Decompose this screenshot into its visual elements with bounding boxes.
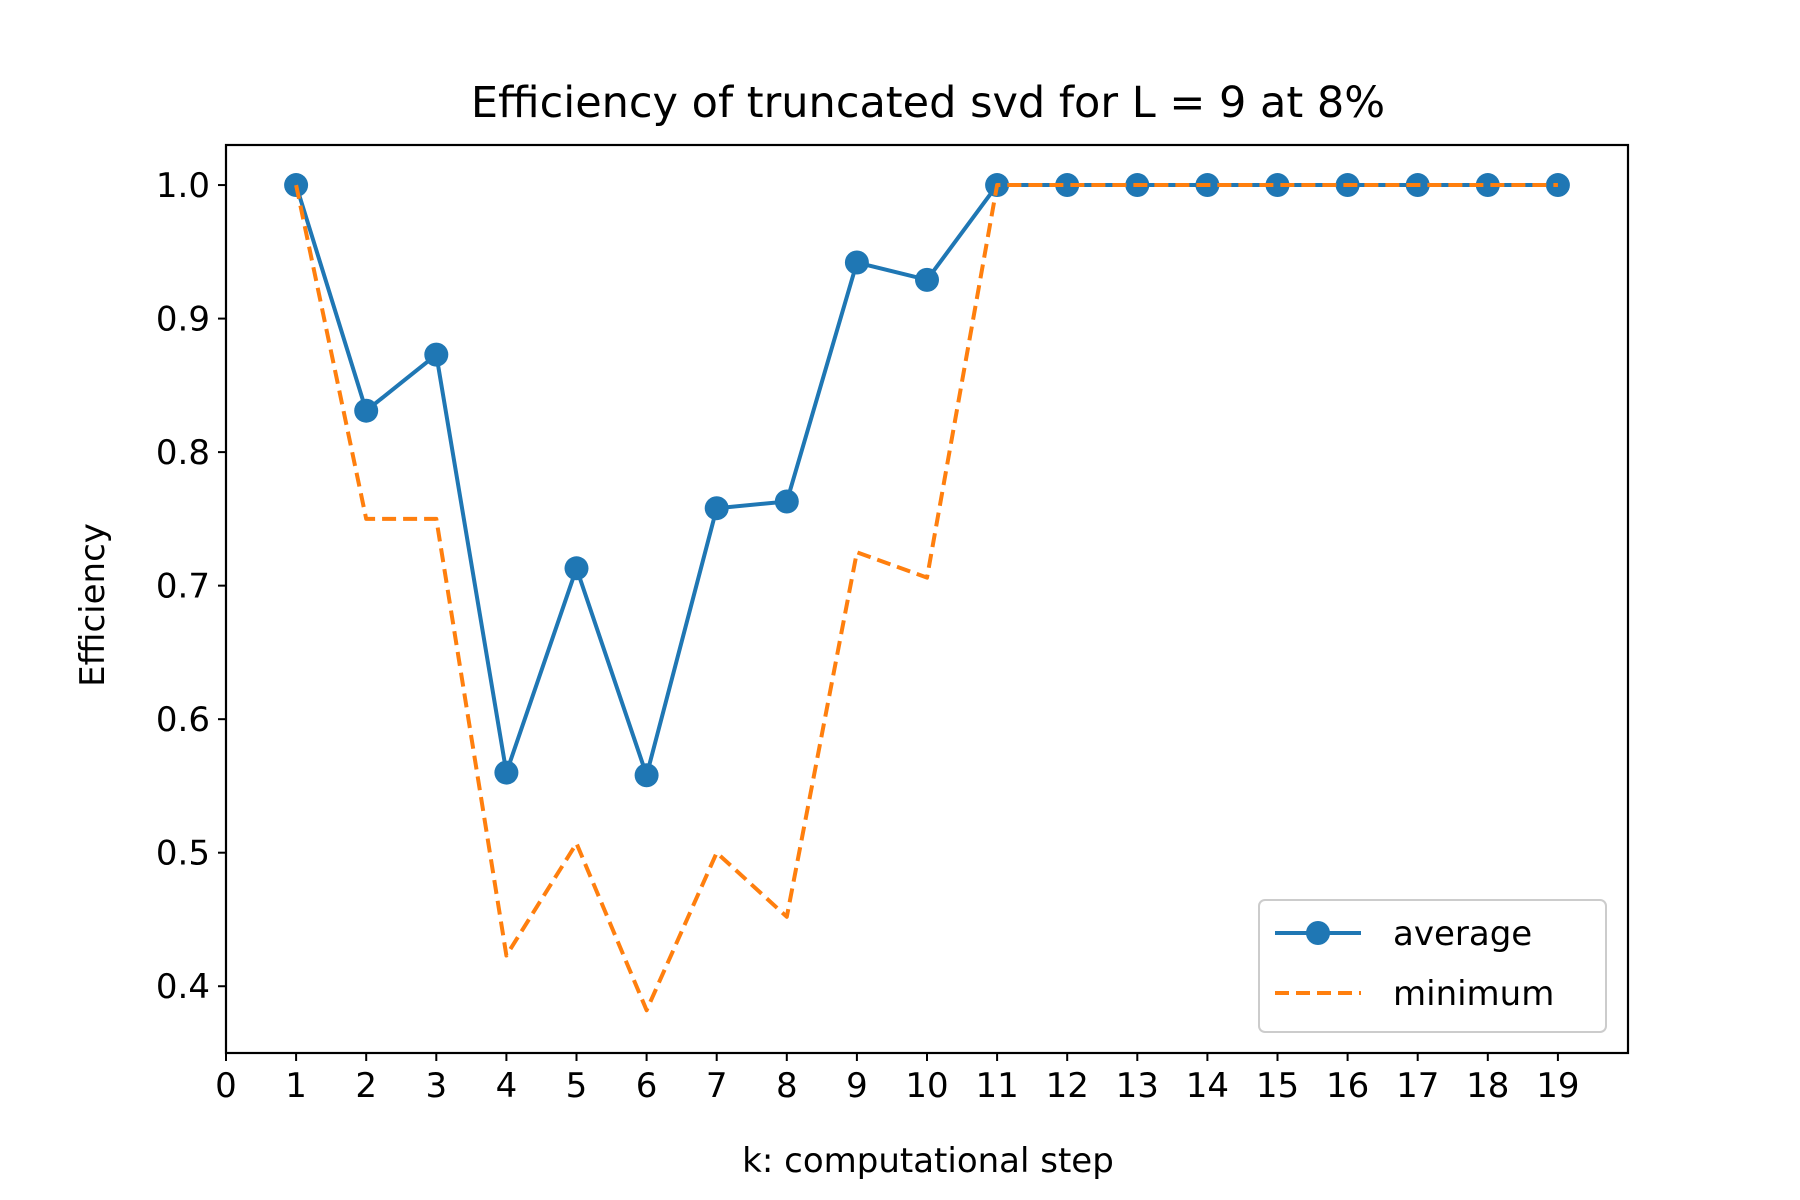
x-tick-label: 2 [355,1066,377,1106]
x-tick-label: 4 [496,1066,518,1106]
series-layer [284,173,1570,1013]
y-axis-ticks: 0.4 0.5 0.6 0.7 0.8 0.9 1.0 [156,166,226,1007]
y-tick-label: 0.9 [156,300,210,340]
x-tick-label: 1 [285,1066,307,1106]
y-tick-label: 0.6 [156,700,210,740]
series-average-point [354,398,379,423]
series-average-point [704,496,729,521]
series-average-point [774,489,799,514]
x-tick-label: 15 [1256,1066,1299,1106]
x-tick-label: 18 [1466,1066,1509,1106]
x-tick-label: 12 [1046,1066,1089,1106]
x-tick-label: 5 [566,1066,588,1106]
chart-title: Efficiency of truncated svd for L = 9 at… [471,78,1385,128]
x-tick-label: 9 [846,1066,868,1106]
series-average-point [564,556,589,581]
series-average-point [844,250,869,275]
y-tick-label: 1.0 [156,166,210,206]
series-average-point [494,760,519,785]
series-average-point [634,763,659,788]
legend: average minimum [1258,899,1607,1033]
x-tick-label: 6 [636,1066,658,1106]
x-tick-label: 10 [905,1066,948,1106]
x-tick-label: 11 [975,1066,1018,1106]
series-average-point [424,342,449,367]
legend-minimum-label: minimum [1393,974,1554,1014]
x-tick-label: 19 [1536,1066,1579,1106]
x-axis-ticks: 0 1 2 3 4 5 6 7 8 9 10 11 12 13 14 15 16 17 18 19 [215,1053,1580,1106]
y-tick-label: 0.5 [156,834,210,874]
y-tick-label: 0.8 [156,433,210,473]
x-tick-label: 8 [776,1066,798,1106]
x-tick-label: 13 [1116,1066,1159,1106]
x-tick-label: 17 [1396,1066,1439,1106]
series-minimum-line [294,183,1558,1013]
plot-frame [224,143,1630,1055]
y-tick-label: 0.7 [156,567,210,607]
series-average-point [1265,173,1290,198]
y-axis-title: Efficiency [73,523,113,687]
series-average-point [1475,173,1500,198]
series-average-point [915,267,939,292]
x-tick-label: 16 [1326,1066,1369,1106]
x-tick-label: 3 [425,1066,447,1106]
x-tick-label: 14 [1186,1066,1229,1106]
x-axis-title: k: computational step [742,1141,1114,1181]
y-tick-label: 0.4 [156,967,210,1007]
legend-average-marker [1306,921,1330,945]
x-tick-label: 0 [215,1066,237,1106]
series-average-point [284,173,309,198]
series-average-point [1055,173,1080,198]
legend-average-label: average [1393,914,1532,954]
x-tick-label: 7 [706,1066,728,1106]
